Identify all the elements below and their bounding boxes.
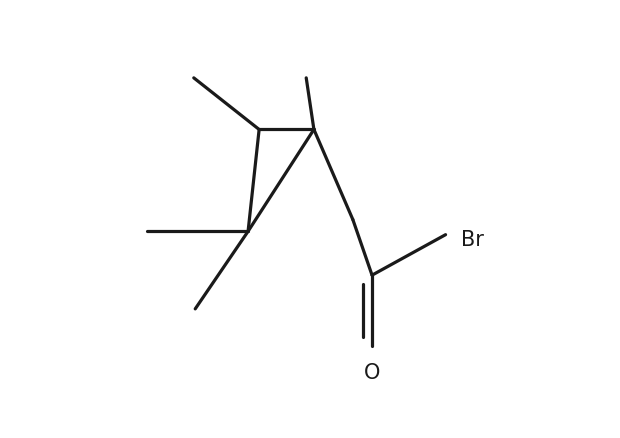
Text: O: O: [364, 363, 380, 383]
Text: Br: Br: [461, 230, 484, 250]
